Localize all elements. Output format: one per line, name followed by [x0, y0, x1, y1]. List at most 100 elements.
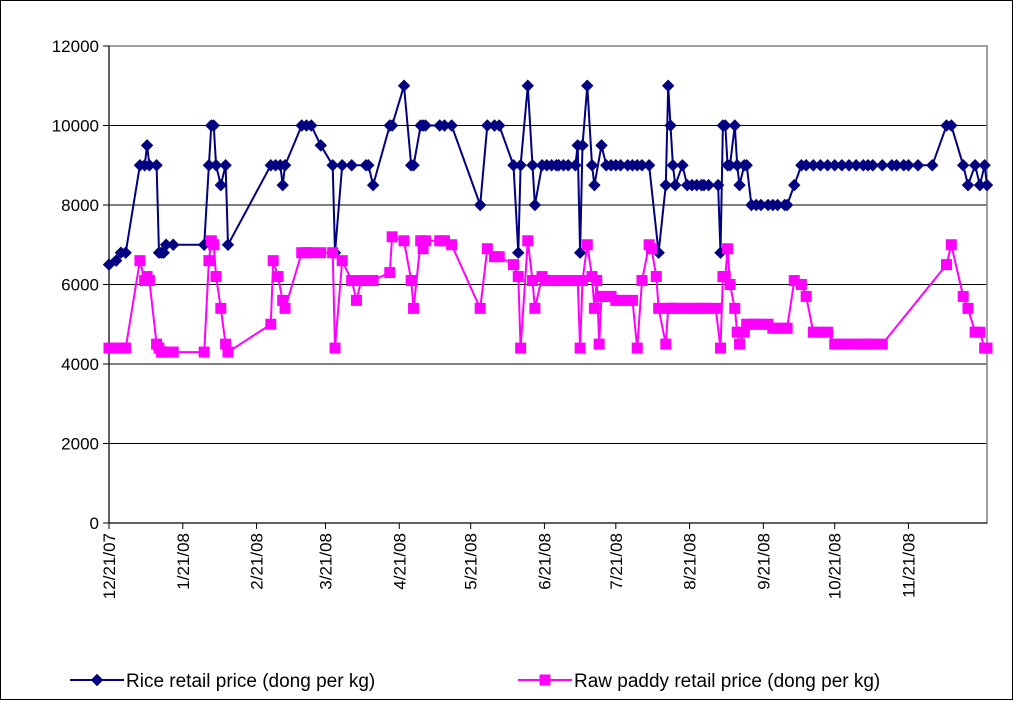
- paddy-point: [957, 290, 969, 302]
- paddy-point: [384, 267, 396, 279]
- paddy-point: [581, 239, 593, 251]
- paddy-point: [198, 346, 210, 358]
- paddy-point: [134, 255, 146, 267]
- rice-point: [866, 159, 879, 172]
- rice-point: [926, 159, 939, 172]
- x-tick-label: 2/21/08: [248, 533, 267, 590]
- rice-point: [493, 119, 506, 132]
- paddy-point: [315, 247, 327, 259]
- y-tick-label: 6000: [61, 276, 99, 295]
- rice-point: [642, 159, 656, 172]
- x-tick-label: 8/21/08: [681, 533, 700, 590]
- paddy-point: [734, 338, 746, 350]
- rice-point: [661, 79, 675, 92]
- rice-point: [569, 159, 582, 172]
- rice-point: [109, 254, 123, 267]
- series-layer: [102, 79, 994, 358]
- legend: Rice retail price (dong per kg) Raw paddy…: [70, 671, 880, 692]
- paddy-point: [481, 243, 493, 255]
- paddy-point: [398, 235, 410, 247]
- x-tick-label: 7/21/08: [607, 533, 626, 590]
- paddy-point: [588, 302, 600, 314]
- paddy-point: [781, 322, 793, 334]
- paddy-point: [167, 346, 179, 358]
- paddy-point: [515, 342, 527, 354]
- paddy-point: [876, 338, 888, 350]
- rice-point: [326, 159, 339, 172]
- legend-paddy: Raw paddy retail price (dong per kg): [518, 671, 880, 692]
- paddy-point: [120, 342, 132, 354]
- rice-point: [214, 178, 228, 192]
- paddy-point: [729, 302, 741, 314]
- rice-point: [305, 119, 318, 132]
- paddy-point: [272, 271, 284, 283]
- rice-point: [676, 159, 689, 172]
- rice-point: [407, 159, 420, 172]
- paddy-point: [650, 271, 662, 283]
- paddy-point: [981, 342, 993, 354]
- paddy-point: [715, 342, 727, 354]
- rice-point: [659, 178, 672, 192]
- paddy-point: [203, 255, 215, 267]
- rice-point: [335, 159, 349, 172]
- paddy-point: [222, 346, 234, 358]
- y-axis: 0 2000 4000 6000 8000 10000 12000: [52, 37, 110, 533]
- y-tick-label: 0: [90, 514, 99, 533]
- paddy-point: [279, 302, 291, 314]
- rice-point: [314, 139, 327, 152]
- x-tick-label: 9/21/08: [754, 533, 773, 590]
- paddy-point: [945, 239, 957, 251]
- paddy-point: [653, 302, 665, 314]
- rice-point: [595, 139, 608, 152]
- rice-point: [576, 139, 589, 152]
- x-tick-label: 5/21/08: [462, 533, 481, 590]
- rice-point: [219, 159, 232, 172]
- rice-series: [102, 79, 994, 271]
- paddy-point: [408, 302, 420, 314]
- paddy-point: [626, 294, 638, 306]
- paddy-point: [710, 302, 722, 314]
- paddy-point: [941, 259, 953, 271]
- paddy-point: [646, 243, 658, 255]
- y-tick-label: 4000: [61, 355, 99, 374]
- rice-point: [276, 178, 289, 192]
- rice-point: [664, 119, 677, 132]
- rice-point: [581, 79, 594, 92]
- rice-point: [961, 178, 975, 192]
- rice-point: [140, 139, 154, 152]
- paddy-point: [529, 302, 541, 314]
- paddy-point: [419, 235, 431, 247]
- paddy-point: [822, 326, 834, 338]
- rice-point: [911, 159, 925, 172]
- rice-point: [728, 119, 741, 132]
- y-tick-label: 12000: [52, 37, 99, 56]
- paddy-point: [591, 275, 603, 287]
- paddy-point: [962, 302, 974, 314]
- paddy-point: [346, 275, 358, 287]
- paddy-point: [336, 255, 348, 267]
- paddy-point: [512, 271, 524, 283]
- rice-point: [585, 159, 599, 172]
- rice-point: [419, 119, 432, 132]
- rice-point: [956, 159, 970, 172]
- rice-point: [119, 246, 132, 259]
- x-axis: 12/21/07 1/21/08 2/21/08 3/21/08 4/21/08 5/21…: [100, 522, 987, 599]
- rice-point: [902, 159, 915, 172]
- paddy-point: [474, 302, 486, 314]
- paddy-point: [329, 342, 341, 354]
- legend-marker: [539, 674, 551, 686]
- rice-point: [366, 178, 380, 192]
- rice-point: [473, 198, 487, 212]
- x-tick-label: 11/21/08: [899, 533, 918, 598]
- legend-marker: [90, 673, 104, 687]
- paddy-point: [522, 235, 534, 247]
- rice-point: [362, 159, 375, 172]
- paddy-point: [660, 338, 672, 350]
- paddy-point: [265, 318, 277, 330]
- paddy-point: [367, 275, 379, 287]
- paddy-point: [795, 279, 807, 290]
- rice-point: [588, 178, 601, 192]
- paddy-point: [305, 247, 317, 259]
- x-tick-label: 12/21/07: [100, 533, 119, 599]
- paddy-point: [631, 342, 643, 354]
